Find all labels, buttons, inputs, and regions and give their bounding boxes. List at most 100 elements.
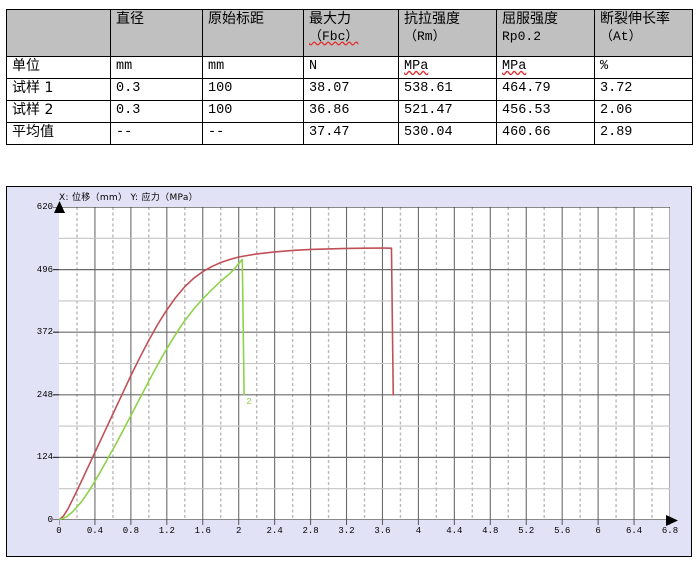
cell-value: 538.61 bbox=[404, 81, 453, 96]
x-axis-tick-label: 6 bbox=[595, 526, 601, 536]
results-table-container: 直径 原始标距 最大力 （Fbc） 抗拉强度 （Rm） bbox=[6, 9, 693, 145]
cell-value: 521.47 bbox=[404, 103, 453, 118]
series-line bbox=[59, 258, 245, 520]
x-axis-tick-label: 2.4 bbox=[266, 526, 283, 536]
x-axis-tick-label: 2 bbox=[236, 526, 242, 536]
cell-value: -- bbox=[116, 125, 133, 140]
y-axis-tick-label: 372 bbox=[36, 327, 53, 338]
series-annotation: 2 bbox=[246, 397, 251, 407]
x-axis-tick-label: 5.6 bbox=[554, 526, 571, 536]
cell-elongation: 3.72 bbox=[594, 78, 693, 101]
header-diameter-label: 直径 bbox=[116, 11, 144, 27]
chart-axis-caption: X: 位移（mm） Y: 应力（MPa） bbox=[59, 193, 198, 203]
header-tensile-strength-sub: （Rm） bbox=[404, 28, 446, 44]
x-axis-tick-label: 3.2 bbox=[338, 526, 355, 536]
cell-gauge-length: -- bbox=[202, 122, 304, 145]
x-axis-arrow-icon bbox=[666, 515, 678, 526]
cell-yield-strength: 464.79 bbox=[496, 78, 595, 101]
table-row: 试样 2 0.3 100 36.86 521.47 456.53 2.06 bbox=[6, 100, 693, 123]
cell-gauge-length: mm bbox=[202, 56, 304, 79]
cell-value: 530.04 bbox=[404, 125, 453, 140]
cell-tensile-strength: 530.04 bbox=[398, 122, 497, 145]
x-axis-tick-label: 1.6 bbox=[194, 526, 211, 536]
y-axis-arrow-icon bbox=[54, 201, 65, 213]
y-axis-tick-label: 496 bbox=[36, 264, 53, 275]
cell-max-force: 36.86 bbox=[303, 100, 399, 123]
row-label: 平均值 bbox=[6, 122, 111, 145]
cell-value: mm bbox=[208, 59, 225, 74]
x-axis-tick-label: 2.8 bbox=[302, 526, 319, 536]
y-axis-tick-label: 248 bbox=[36, 389, 53, 400]
cell-yield-strength: 456.53 bbox=[496, 100, 595, 123]
header-cell-diameter: 直径 bbox=[110, 9, 203, 57]
cell-diameter: -- bbox=[110, 122, 203, 145]
x-axis-tick-label: 3.6 bbox=[374, 526, 391, 536]
cell-elongation: 2.06 bbox=[594, 100, 693, 123]
y-axis-tick-label: 124 bbox=[36, 452, 53, 463]
cell-value: N bbox=[309, 59, 318, 74]
header-tensile-strength-label: 抗拉强度 bbox=[404, 11, 460, 27]
row-label: 试样 2 bbox=[6, 100, 111, 123]
cell-diameter: 0.3 bbox=[110, 100, 203, 123]
header-cell-tensile-strength: 抗拉强度 （Rm） bbox=[398, 9, 497, 57]
table-body: 单位 mm mm N MPa MPa % 试样 1 0.3 100 38.07 … bbox=[6, 56, 693, 145]
header-cell-corner bbox=[6, 9, 111, 57]
table-row: 试样 1 0.3 100 38.07 538.61 464.79 3.72 bbox=[6, 78, 693, 101]
cell-value: MPa bbox=[404, 59, 429, 74]
header-cell-gauge-length: 原始标距 bbox=[202, 9, 304, 57]
cell-tensile-strength: 538.61 bbox=[398, 78, 497, 101]
cell-tensile-strength: 521.47 bbox=[398, 100, 497, 123]
header-max-force-label: 最大力 bbox=[309, 11, 351, 27]
cell-diameter: 0.3 bbox=[110, 78, 203, 101]
row-label: 试样 1 bbox=[6, 78, 111, 101]
stress-displacement-chart[interactable]: X: 位移（mm） Y: 应力（MPa） 2 0 124 248 372 496 6 2 0 0… bbox=[6, 186, 692, 557]
header-yield-strength-sub: Rp0.2 bbox=[502, 28, 542, 44]
results-table: 直径 原始标距 最大力 （Fbc） 抗拉强度 （Rm） bbox=[6, 9, 693, 145]
header-cell-elongation: 断裂伸长率 （At） bbox=[594, 9, 693, 57]
cell-elongation: 2.89 bbox=[594, 122, 693, 145]
header-cell-yield-strength: 屈服强度 Rp0.2 bbox=[496, 9, 595, 57]
table-header: 直径 原始标距 最大力 （Fbc） 抗拉强度 （Rm） bbox=[6, 9, 693, 57]
x-axis-tick-label: 0.4 bbox=[86, 526, 104, 536]
header-cell-max-force: 最大力 （Fbc） bbox=[303, 9, 399, 57]
cell-value: % bbox=[600, 59, 609, 74]
x-axis-tick-label: 4.8 bbox=[482, 526, 499, 536]
cell-yield-strength: 460.66 bbox=[496, 122, 595, 145]
x-axis-tick-label: 6.4 bbox=[625, 526, 643, 536]
cell-diameter: mm bbox=[110, 56, 203, 79]
header-elongation-label: 断裂伸长率 bbox=[600, 11, 670, 27]
cell-value: 0.3 bbox=[116, 103, 141, 118]
cell-value: 460.66 bbox=[502, 125, 551, 140]
cell-value: 3.72 bbox=[600, 81, 633, 96]
table-row: 单位 mm mm N MPa MPa % bbox=[6, 56, 693, 79]
cell-value: 2.06 bbox=[600, 103, 633, 118]
x-axis-ticks bbox=[59, 520, 670, 525]
y-axis-tick-label: 0 bbox=[47, 515, 53, 525]
cell-value: MPa bbox=[502, 59, 527, 74]
cell-gauge-length: 100 bbox=[202, 78, 304, 101]
y-axis-ticks bbox=[53, 207, 59, 520]
cell-yield-strength: MPa bbox=[496, 56, 595, 79]
cell-value: mm bbox=[116, 59, 133, 74]
cell-gauge-length: 100 bbox=[202, 100, 304, 123]
x-axis-tick-label: 1.2 bbox=[158, 526, 175, 536]
x-axis-tick-label: 5.2 bbox=[518, 526, 535, 536]
cell-value: 100 bbox=[208, 103, 233, 118]
cell-value: 36.86 bbox=[309, 103, 350, 118]
cell-max-force: N bbox=[303, 56, 399, 79]
x-axis-tick-label: 4 bbox=[415, 526, 422, 536]
header-yield-strength-label: 屈服强度 bbox=[502, 11, 558, 27]
plot-svg: 2 bbox=[59, 207, 670, 520]
header-row: 直径 原始标距 最大力 （Fbc） 抗拉强度 （Rm） bbox=[6, 9, 693, 57]
table-row: 平均值 -- -- 37.47 530.04 460.66 2.89 bbox=[6, 122, 693, 145]
x-axis-tick-label: 0 bbox=[56, 526, 62, 536]
row-label-text: 单位 bbox=[12, 58, 40, 74]
row-label-text: 平均值 bbox=[12, 124, 54, 140]
series-line bbox=[59, 247, 395, 520]
row-label-text: 试样 2 bbox=[12, 102, 54, 118]
row-label: 单位 bbox=[6, 56, 111, 79]
cell-value: 2.89 bbox=[600, 125, 633, 140]
cell-value: 37.47 bbox=[309, 125, 350, 140]
x-axis-tick-label: 0.8 bbox=[122, 526, 139, 536]
